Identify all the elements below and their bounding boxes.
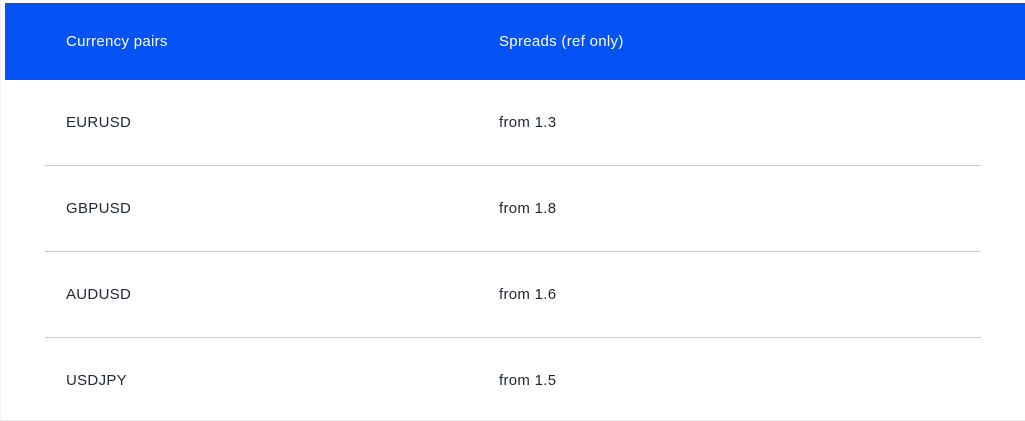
spread-cell: from 1.6 [499, 286, 557, 303]
table-row: AUDUSD from 1.6 [1, 252, 1025, 337]
table-row: GBPUSD from 1.8 [1, 166, 1025, 251]
currency-pair-cell: GBPUSD [66, 200, 132, 217]
column-header-currency-pairs: Currency pairs [66, 33, 168, 50]
currency-pair-cell: USDJPY [66, 372, 127, 389]
currency-pair-cell: AUDUSD [66, 286, 132, 303]
spread-cell: from 1.3 [499, 114, 557, 131]
table-row: EURUSD from 1.3 [1, 80, 1025, 165]
column-header-spreads: Spreads (ref only) [499, 33, 624, 50]
row-divider [45, 337, 981, 338]
spread-cell: from 1.8 [499, 200, 557, 217]
row-divider [45, 251, 981, 252]
spread-cell: from 1.5 [499, 372, 557, 389]
table-header: Currency pairs Spreads (ref only) [5, 3, 1025, 80]
table-body: EURUSD from 1.3 GBPUSD from 1.8 AUDUSD f… [1, 80, 1025, 421]
row-divider [45, 165, 981, 166]
currency-pair-cell: EURUSD [66, 114, 132, 131]
table-row: USDJPY from 1.5 [1, 338, 1025, 421]
